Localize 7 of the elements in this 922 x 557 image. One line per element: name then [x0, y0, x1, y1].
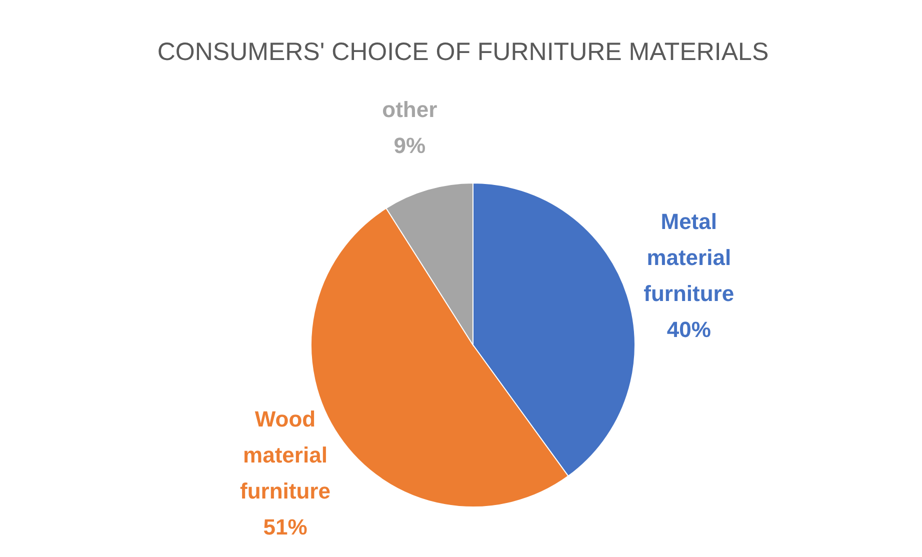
slice-label: other — [382, 96, 438, 122]
data-label: 9% — [394, 132, 426, 158]
data-label: 51% — [263, 514, 308, 540]
slice-label: Metal material furniture — [644, 208, 734, 306]
chart-title: CONSUMERS' CHOICE OF FURNITURE MATERIALS — [157, 38, 769, 66]
slice-label: Wood material furniture — [240, 406, 330, 504]
data-label: 40% — [666, 316, 711, 342]
